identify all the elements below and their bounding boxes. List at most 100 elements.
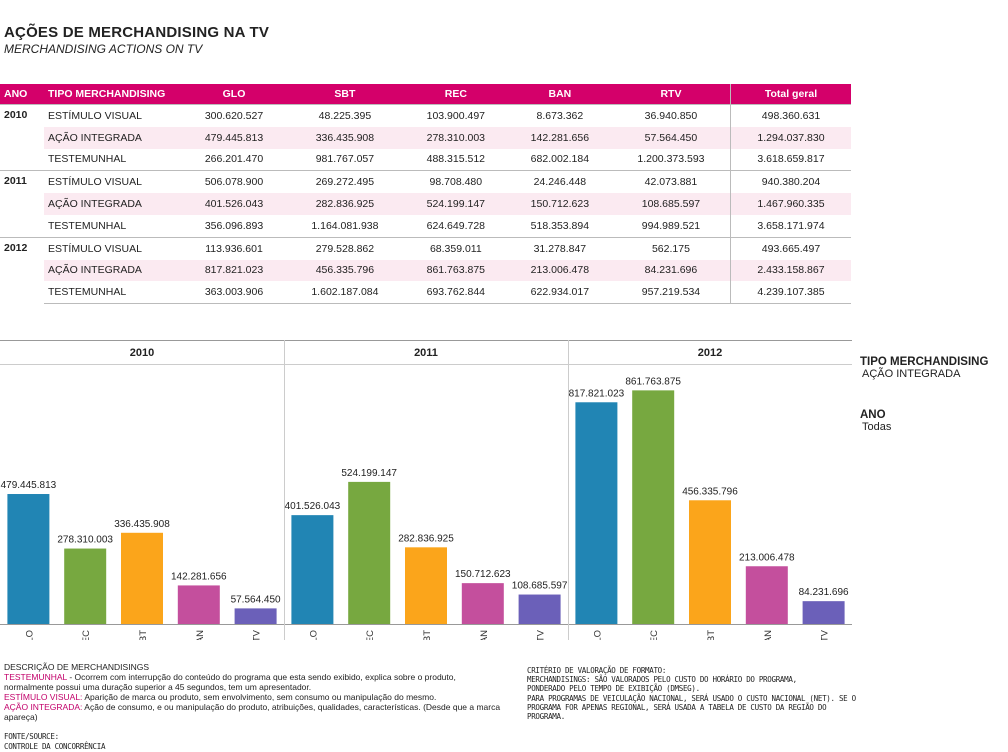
value-cell: 266.201.470 [204, 153, 264, 166]
x-tick-label: SBT [706, 630, 717, 640]
x-tick-label: RTV [820, 629, 831, 640]
tipo-cell: TESTEMUNHAL [48, 153, 127, 166]
notes-heading: DESCRIÇÃO DE MERCHANDISINGS [4, 662, 149, 672]
merchandising-table: ANO TIPO MERCHANDISING GLO SBT REC BAN R… [0, 84, 851, 305]
value-cell: 282.836.925 [286, 193, 404, 215]
x-tick-label: GLO [592, 630, 603, 640]
total-cell: 3.658.171.974 [730, 214, 851, 238]
value-cell: 48.225.395 [286, 103, 404, 127]
col-header-ano[interactable]: ANO [0, 84, 44, 105]
page-title: AÇÕES DE MERCHANDISING NA TV [4, 24, 270, 41]
col-header-ban[interactable]: BAN [507, 84, 612, 105]
bar-sbt [405, 547, 447, 624]
total-cell: 4.239.107.385 [730, 281, 851, 305]
bar-value-label: 456.335.796 [682, 486, 738, 497]
bar-glo [575, 402, 618, 624]
col-header-glo[interactable]: GLO [182, 84, 287, 105]
value-cell: 142.281.656 [507, 126, 612, 149]
value-cell: 682.002.184 [530, 153, 590, 166]
bar-value-label: 142.281.656 [171, 571, 227, 582]
bar-rtv [518, 594, 561, 624]
source-label: FONTE/SOURCE: [4, 732, 59, 741]
year-cell: 2011 [0, 170, 44, 238]
value-cell: 994.989.521 [641, 219, 701, 232]
bar-value-label: 282.836.925 [398, 533, 454, 544]
tipo-cell: ESTÍMULO VISUAL [44, 103, 182, 127]
x-tick-label: BAN [479, 630, 490, 640]
table-row: TESTEMUNHAL 266.201.470 981.767.057 488.315… [0, 148, 851, 171]
bar-glo [291, 515, 334, 624]
value-cell: 1.602.187.084 [286, 281, 404, 305]
filter-tipo-label: TIPO MERCHANDISING [860, 356, 989, 368]
note-acao-text: Ação de consumo, e ou manipulação do pro… [4, 702, 501, 722]
table-row: 2011 ESTÍMULO VISUAL 506.078.900 269.272.49… [0, 170, 851, 238]
x-tick-label: REC [81, 630, 92, 640]
value-cell: 356.096.893 [204, 219, 264, 232]
source-value: CONTROLE DA CONCORRÊNCIA [4, 742, 106, 751]
bar-value-label: 401.526.043 [285, 501, 341, 512]
value-cell: 624.649.728 [426, 219, 486, 232]
filter-ano[interactable]: ANO Todas [860, 409, 891, 433]
bar-rtv [802, 601, 845, 624]
value-cell: 24.246.448 [507, 170, 612, 194]
col-header-sbt[interactable]: SBT [286, 84, 404, 105]
value-cell: 363.003.906 [182, 281, 287, 305]
bar-rec [632, 390, 675, 624]
value-cell: 1.200.373.593 [637, 153, 705, 166]
value-cell: 8.673.362 [507, 103, 612, 127]
filter-tipo[interactable]: TIPO MERCHANDISING AÇÃO INTEGRADA [860, 356, 988, 380]
bar-value-label: 278.310.003 [57, 535, 113, 546]
value-cell: 506.078.900 [182, 170, 287, 194]
value-cell: 150.712.623 [507, 193, 612, 215]
value-cell: 817.821.023 [182, 259, 287, 282]
year-cell: 2010 [0, 103, 44, 171]
note-estimulo-text: Aparição de marca ou produto, sem envolv… [82, 692, 437, 702]
bar-value-label: 861.763.875 [625, 376, 681, 387]
description-notes: DESCRIÇÃO DE MERCHANDISINGS TESTEMUNHAL … [4, 662, 504, 752]
filter-ano-label: ANO [860, 409, 886, 421]
value-cell: 622.934.017 [507, 281, 612, 305]
total-cell: 1.467.960.335 [730, 193, 851, 215]
filter-ano-value[interactable]: Todas [862, 421, 892, 433]
table-header-row: ANO TIPO MERCHANDISING GLO SBT REC BAN R… [0, 84, 851, 105]
value-cell: 562.175 [611, 236, 731, 260]
tipo-cell: TESTEMUNHAL [44, 281, 182, 305]
x-tick-label: GLO [24, 630, 35, 640]
col-header-rec[interactable]: REC [403, 84, 508, 105]
x-tick-label: RTV [252, 629, 263, 640]
tipo-cell: ESTÍMULO VISUAL [44, 170, 182, 194]
value-cell: 336.435.908 [286, 126, 404, 149]
x-tick-label: RTV [536, 629, 547, 640]
bar-value-label: 213.006.478 [739, 552, 795, 563]
tipo-cell: AÇÃO INTEGRADA [44, 259, 182, 282]
col-header-tipo[interactable]: TIPO MERCHANDISING [44, 84, 182, 105]
col-header-total[interactable]: Total geral [730, 84, 851, 105]
value-cell: 213.006.478 [507, 259, 612, 282]
tipo-cell: ESTÍMULO VISUAL [44, 236, 182, 260]
bar-value-label: 817.821.023 [569, 388, 625, 399]
col-header-rtv[interactable]: RTV [611, 84, 731, 105]
table-row: AÇÃO INTEGRADA 401.526.043 282.836.925 524.… [0, 193, 851, 215]
total-cell: 493.665.497 [730, 236, 851, 260]
criteria-line-2: PONDERADO PELO TEMPO DE EXIBIÇÃO (DMSEG)… [527, 684, 700, 694]
bar-value-label: 336.435.908 [114, 519, 170, 530]
table-row: TESTEMUNHAL 363.003.906 1.602.187.084 693.7… [0, 281, 851, 305]
table-row: 2012 ESTÍMULO VISUAL 113.936.601 279.528.86… [0, 236, 851, 304]
tipo-cell: TESTEMUNHAL [48, 219, 127, 232]
bar-value-label: 108.685.597 [512, 581, 568, 592]
bar-rec [64, 548, 107, 624]
bar-value-label: 150.712.623 [455, 569, 511, 580]
value-cell: 479.445.813 [182, 126, 287, 149]
value-cell: 103.900.497 [403, 103, 508, 127]
tipo-cell: AÇÃO INTEGRADA [44, 193, 182, 215]
bar-sbt [689, 500, 731, 624]
tipo-cell: AÇÃO INTEGRADA [44, 126, 182, 149]
x-tick-label: GLO [308, 630, 319, 640]
panel-header-label: 2012 [698, 347, 722, 359]
table-row: 2010 ESTÍMULO VISUAL 300.620.527 48.225.395… [0, 103, 851, 171]
value-cell: 278.310.003 [403, 126, 508, 149]
filter-tipo-value[interactable]: AÇÃO INTEGRADA [862, 368, 961, 380]
year-cell: 2012 [0, 236, 44, 304]
value-cell: 279.528.862 [286, 236, 404, 260]
page-subtitle: MERCHANDISING ACTIONS ON TV [4, 42, 203, 56]
